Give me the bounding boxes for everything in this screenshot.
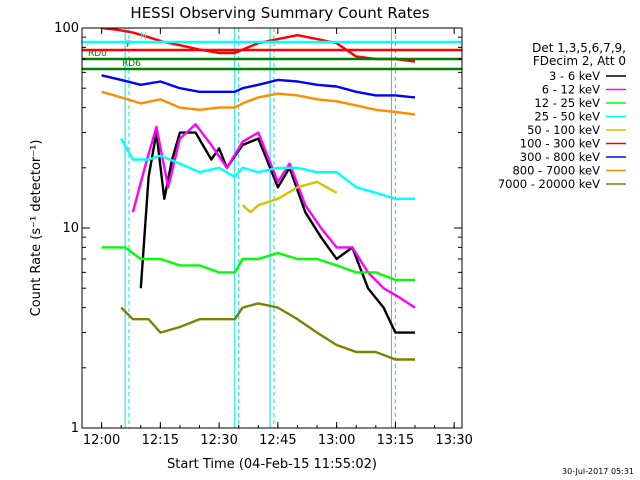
x-tick-label-13-00: 13:00: [318, 433, 355, 448]
y-tick-label-10: 10: [62, 221, 79, 236]
footer-date: 30-Jul-2017 05:31: [562, 467, 634, 476]
y-axis-ticks: 1 10 100: [54, 21, 462, 436]
legend-label-12-25-kev: 12 - 25 keV: [534, 96, 600, 110]
x-tick-label-12-15: 12:15: [142, 433, 179, 448]
x-tick-label-12-00: 12:00: [83, 433, 120, 448]
legend-label-3-6-kev: 3 - 6 keV: [549, 69, 600, 83]
legend-label-25-50-kev: 25 - 50 keV: [534, 110, 600, 124]
x-tick-label-13-30: 13:30: [435, 433, 472, 448]
chart-title: HESSI Observing Summary Count Rates: [130, 4, 429, 22]
legend-header-line-1: Det 1,3,5,6,7,9,: [532, 41, 626, 55]
flag-markers: RD0 RD6 FN: [82, 32, 462, 71]
series-line-100-300-kev: [101, 28, 416, 63]
legend-label-100-300-kev: 100 - 300 keV: [520, 137, 600, 151]
series-line-3-6-kev: [139, 131, 415, 334]
y-axis-label: Count Rate (s⁻¹ detector⁻¹): [29, 140, 44, 317]
flag-label-rd0: RD0: [88, 49, 107, 59]
gap-markers: [124, 28, 396, 428]
flag-label-n: N: [140, 32, 147, 42]
x-axis-label: Start Time (04-Feb-15 11:55:02): [167, 457, 377, 472]
legend-label-800-7000-kev: 800 - 7000 keV: [512, 164, 600, 178]
x-tick-label-13-15: 13:15: [377, 433, 414, 448]
series-line-25-50-kev: [120, 138, 415, 200]
y-tick-label-100: 100: [54, 21, 79, 36]
legend-header-line-2: FDecim 2, Att 0: [533, 54, 626, 68]
series-line-300-800-kev: [101, 74, 416, 99]
legend-label-300-800-kev: 300 - 800 keV: [520, 150, 600, 164]
series-lines: [101, 28, 416, 361]
series-line-7000-20000-kev: [120, 302, 415, 361]
legend-label-50-100-kev: 50 - 100 keV: [527, 123, 600, 137]
series-line-12-25-kev: [101, 246, 415, 282]
legend-label-6-12-kev: 6 - 12 keV: [542, 83, 600, 97]
flag-label-rd6: RD6: [122, 59, 141, 69]
series-line-6-12-kev: [131, 123, 416, 309]
x-axis-ticks: 12:00 12:15 12:30 12:45 13:00 13:15 13:30: [81, 28, 473, 448]
series-line-800-7000-kev: [101, 90, 416, 116]
y-tick-label-1: 1: [71, 421, 79, 436]
legend-label-7000-20000-kev: 7000 - 20000 keV: [498, 177, 600, 191]
x-tick-label-12-45: 12:45: [259, 433, 296, 448]
legend: Det 1,3,5,6,7,9, FDecim 2, Att 0 3 - 6 k…: [498, 41, 626, 191]
plot-frame: [81, 27, 463, 429]
flag-label-f: F: [126, 40, 131, 50]
series-line-50-100-kev: [241, 180, 338, 214]
x-tick-label-12-30: 12:30: [200, 433, 237, 448]
